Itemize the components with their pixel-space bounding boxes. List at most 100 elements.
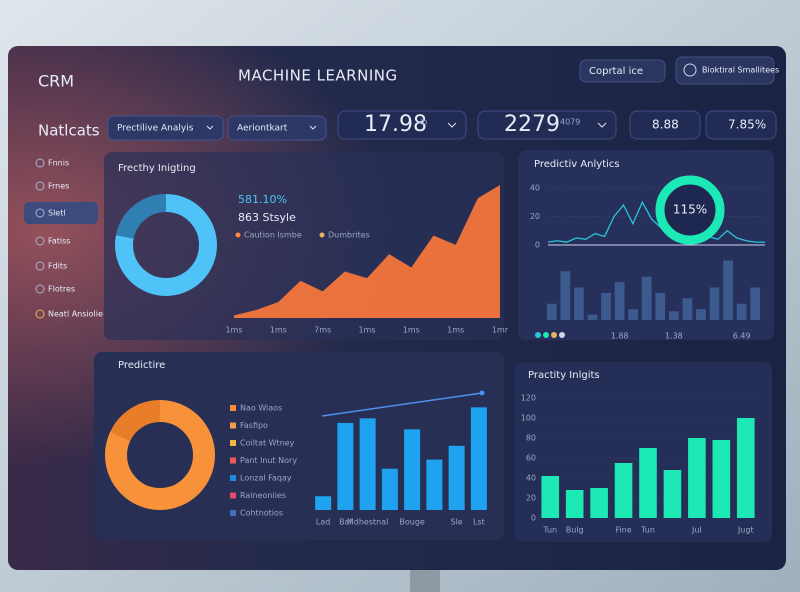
bar (337, 422, 354, 510)
stat-value: 17.98 (364, 112, 427, 137)
legend-swatch (230, 475, 236, 481)
stat-note: lb (420, 118, 427, 127)
x-tick-label: Mdhestnal (347, 518, 388, 527)
user-menu[interactable] (675, 56, 775, 85)
panel-title: Predictire (118, 360, 165, 371)
x-tick-label: Jul (691, 526, 702, 535)
x-tick-label: Jugt (737, 526, 754, 535)
x-tick-label: Lad (316, 518, 330, 527)
panel-title: Predictiv Anlytics (534, 159, 620, 170)
bar (688, 438, 706, 518)
gauge-label: 115% (673, 203, 707, 217)
stat-label: 863 Stsyle (238, 211, 296, 224)
y-tick-label: 0 (531, 514, 536, 523)
dropdown-label[interactable]: Coprtal ice (589, 66, 643, 77)
y-tick-label: 20 (530, 212, 540, 221)
sidebar-icon (35, 181, 45, 191)
sidebar-icon (35, 261, 45, 271)
stat-value: 7.85% (728, 118, 766, 132)
x-tick-label: Sle (451, 518, 463, 527)
sidebar-item[interactable]: Frnes (48, 182, 69, 191)
sidebar-item[interactable]: Neatl Ansiolie (48, 310, 103, 319)
bar (663, 470, 682, 518)
section-title: Natlcats (38, 122, 100, 140)
trend-dot (479, 390, 485, 396)
legend-label: Lonzal Faqay (240, 474, 292, 483)
user-label[interactable]: Bioktiral Smallitees (702, 66, 779, 75)
legend-swatch (230, 422, 236, 429)
sidebar-active (24, 202, 98, 224)
x-tick-label: Lst (473, 518, 485, 527)
x-tick-label: 1ms (270, 326, 287, 335)
chevron (309, 125, 317, 130)
filter-dropdown[interactable] (107, 115, 224, 141)
bar (696, 309, 706, 320)
x-tick-label: 6.49 (733, 332, 751, 341)
legend-dot (535, 332, 541, 338)
y-tick-label: 100 (521, 414, 536, 423)
bar (614, 282, 625, 320)
bar (736, 418, 755, 518)
x-tick-label: Bulg (566, 526, 584, 535)
bar (359, 418, 376, 510)
sidebar-icon (35, 208, 45, 218)
line (547, 200, 765, 243)
legend-dot (319, 232, 325, 238)
x-tick-label: Tun (640, 526, 655, 535)
y-tick-label: 60 (526, 454, 536, 463)
sidebar-item[interactable]: Fdits (48, 262, 67, 271)
legend-swatch (230, 457, 236, 464)
sidebar-item[interactable]: Flotres (48, 285, 75, 294)
stat-note: 4079 (560, 118, 580, 127)
chevron (597, 122, 607, 128)
donut-segment (105, 400, 215, 510)
legend-swatch (230, 510, 236, 516)
legend-label: Fasfipo (240, 421, 268, 430)
y-tick-label: 120 (521, 394, 536, 403)
bar (712, 440, 731, 518)
bar (541, 476, 560, 518)
filter-dropdown[interactable] (227, 115, 327, 141)
bar (655, 292, 666, 320)
bar (315, 496, 332, 510)
y-tick-label: 40 (530, 184, 540, 193)
sidebar-item[interactable]: Sletl (48, 209, 66, 218)
bar (750, 287, 761, 320)
bar (426, 459, 443, 510)
bar (404, 429, 421, 510)
stat-value: 8.88 (652, 118, 679, 132)
sidebar-item[interactable]: Fatiss (48, 237, 70, 246)
x-tick-label: Fine (615, 526, 631, 535)
stat-card (337, 110, 467, 140)
sidebar-icon (35, 284, 45, 294)
brand: CRM (38, 72, 74, 91)
x-tick-label: 1.38 (665, 332, 683, 341)
legend-dot (559, 332, 565, 338)
app-title: MACHINE LEARNING (238, 67, 398, 85)
sidebar-item[interactable]: Fnnis (48, 159, 69, 168)
bar (723, 260, 733, 320)
gauge-bg (655, 175, 725, 245)
filter-label[interactable]: Aeriontkart (237, 124, 288, 134)
legend-swatch (230, 405, 236, 411)
x-tick-label: 1ms (447, 326, 464, 335)
x-tick-label: 1ms (225, 326, 242, 335)
stat-card (477, 110, 617, 140)
legend-dot (235, 232, 241, 238)
legend-label: Pant lnut Nory (240, 456, 297, 465)
legend-label: Raineoniies (240, 491, 286, 500)
legend-swatch (230, 440, 236, 446)
dropdown[interactable] (579, 59, 666, 83)
legend-dot (543, 332, 549, 338)
panel (94, 352, 504, 540)
legend-label: Nao Wiaos (240, 404, 282, 413)
bar (470, 407, 487, 510)
bar (565, 490, 584, 518)
sidebar-icon (35, 309, 45, 319)
x-tick-label: Bal (339, 518, 352, 527)
stat-label: 581.10% (238, 193, 287, 206)
filter-label[interactable]: Prectilive Analyis (117, 124, 194, 134)
chevron (447, 122, 457, 128)
